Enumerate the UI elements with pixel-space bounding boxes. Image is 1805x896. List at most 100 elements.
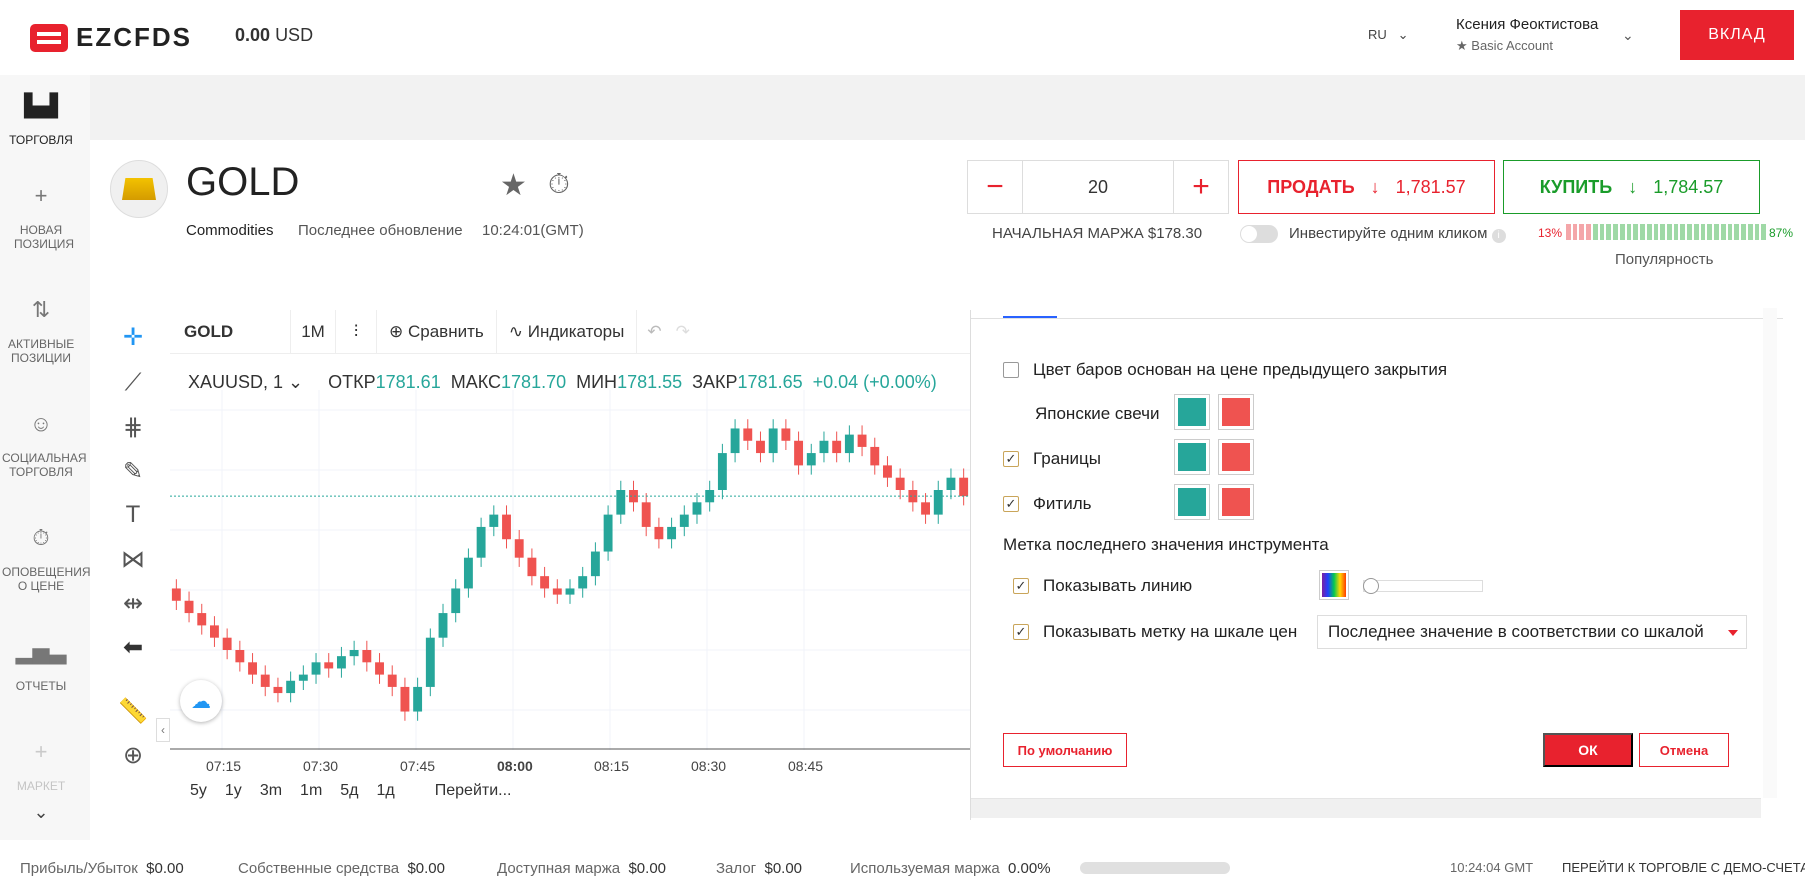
candles-down-color-swatch[interactable] [1218, 394, 1254, 430]
borders-label: Границы [1033, 449, 1101, 468]
arrows-updown-icon: ⇅ [31, 297, 51, 322]
chart-symbol[interactable]: GOLD [184, 321, 234, 341]
quantity-input[interactable]: 20 [1022, 161, 1174, 213]
line-color-palette[interactable] [1319, 570, 1349, 600]
tradingview-logo-icon[interactable]: ☁ [180, 680, 222, 722]
borders-checkbox[interactable]: ✓ [1003, 451, 1019, 467]
candle-body [679, 514, 689, 527]
buy-button[interactable]: КУПИТЬ ↓ 1,784.57 [1503, 160, 1760, 214]
time-tick-label: 08:00 [497, 758, 533, 774]
sidebar-item-new-position[interactable]: + НОВАЯ ПОЗИЦИЯ [0, 185, 82, 252]
range-5y[interactable]: 5y [190, 782, 207, 799]
brush-icon[interactable]: ✎ [122, 457, 144, 485]
info-icon[interactable]: i [1491, 228, 1506, 243]
text-tool-icon[interactable]: T [125, 501, 141, 528]
crosshair-icon[interactable]: ✛ [122, 323, 144, 351]
candle-body [806, 453, 816, 466]
interval-selector[interactable]: 1M [301, 321, 325, 341]
server-time: 10:24:04 GMT [1450, 860, 1534, 875]
cancel-button[interactable]: Отмена [1639, 733, 1729, 767]
sidebar-scroll-down-icon[interactable]: ⌄ [33, 802, 49, 822]
user-name[interactable]: Ксения Феоктистова [1456, 16, 1599, 33]
pitchfork-icon[interactable]: ⋕ [122, 413, 144, 441]
sell-button[interactable]: ПРОДАТЬ ↓ 1,781.57 [1238, 160, 1495, 214]
arrow-left-icon[interactable]: ⬅ [122, 633, 144, 661]
pattern-icon[interactable]: ⋈ [121, 545, 145, 573]
candlestick-chart[interactable] [170, 390, 970, 750]
show-line-checkbox[interactable]: ✓ [1013, 578, 1029, 594]
collapse-toolbar-icon[interactable]: ‹ [156, 718, 170, 742]
candles-up-color-swatch[interactable] [1174, 394, 1210, 430]
wick-down-color-swatch[interactable] [1218, 484, 1254, 520]
sidebar-item-social-trading[interactable]: ☺ СОЦИАЛЬНАЯ ТОРГОВЛЯ [0, 413, 87, 480]
redo-icon[interactable]: ↷ [675, 321, 690, 341]
language-selector[interactable]: RU ⌄ [1368, 27, 1409, 43]
horizontal-scrollbar[interactable] [971, 798, 1761, 818]
zoom-in-icon[interactable]: ⊕ [122, 741, 144, 769]
wick-up-color-swatch[interactable] [1174, 484, 1210, 520]
ok-button[interactable]: ОК [1543, 733, 1633, 767]
range-1d[interactable]: 1д [376, 782, 395, 799]
price-alert-stopwatch-icon[interactable]: ⏱ [548, 168, 570, 199]
sidebar-item-trading[interactable]: ▙▟ ТОРГОВЛЯ [0, 95, 82, 148]
label-mode-select[interactable]: Последнее значение в соответствии со шка… [1317, 615, 1747, 649]
borders-up-color-swatch[interactable] [1174, 439, 1210, 475]
slider-handle[interactable] [1363, 578, 1379, 594]
sidebar-item-price-alerts[interactable]: ⏱ ОПОВЕЩЕНИЯ О ЦЕНЕ [0, 527, 91, 594]
user-menu-chevron-icon[interactable]: ⌄ [1622, 27, 1634, 43]
candle-body [730, 428, 740, 454]
sidebar-item-label: ОПОВЕЩЕНИЯ О ЦЕНЕ [2, 565, 91, 593]
star-icon: ★ [1456, 38, 1468, 53]
line-width-slider[interactable] [1363, 580, 1483, 592]
sidebar-item-market[interactable]: + МАРКЕТ [0, 745, 82, 795]
candle-body [273, 686, 283, 694]
sell-price: 1,781.57 [1395, 176, 1466, 197]
goto-date-button[interactable]: Перейти... [434, 782, 512, 799]
favorite-star-icon[interactable]: ★ [500, 169, 527, 202]
show-price-label-checkbox[interactable]: ✓ [1013, 624, 1029, 640]
toolbar-divider [335, 309, 336, 354]
deposit-button[interactable]: ВКЛАД [1680, 10, 1794, 60]
compare-button[interactable]: ⊕ Сравнить [377, 322, 496, 342]
compare-label: Сравнить [407, 321, 484, 341]
time-tick-label: 07:30 [303, 758, 339, 774]
sidebar-item-active-positions[interactable]: ⇅ АКТИВНЫЕ ПОЗИЦИИ [0, 297, 82, 366]
sidebar-item-reports[interactable]: ▂▅▃ ОТЧЕТЫ [0, 641, 82, 694]
range-3m[interactable]: 3m [259, 782, 283, 799]
indicators-button[interactable]: ∿ Индикаторы [497, 322, 637, 342]
borders-down-color-swatch[interactable] [1218, 439, 1254, 475]
popularity-segment [1640, 224, 1645, 240]
brand-logo[interactable]: EZCFDS [30, 22, 192, 53]
one-click-toggle[interactable] [1240, 225, 1278, 243]
logo-text: EZCFDS [76, 22, 192, 52]
measure-icon[interactable]: ⇹ [122, 589, 144, 617]
account-type-label: Basic Account [1471, 38, 1553, 53]
bar-color-checkbox[interactable] [1003, 362, 1019, 378]
demo-account-link[interactable]: ПЕРЕЙТИ К ТОРГОВЛЕ С ДЕМО-СЧЕТА [1562, 860, 1805, 875]
tab-divider [971, 318, 1783, 319]
quantity-stepper: − 20 + [967, 160, 1229, 214]
candle-type-icon[interactable]: ⫶ [353, 321, 359, 341]
ohlc-symbol[interactable]: XAUUSD, 1 [188, 372, 284, 392]
swatch-fill [1222, 443, 1250, 471]
decrease-quantity-button[interactable]: − [986, 170, 1004, 203]
wick-checkbox[interactable]: ✓ [1003, 496, 1019, 512]
undo-icon[interactable]: ↶ [647, 321, 662, 341]
range-1y[interactable]: 1y [224, 782, 242, 799]
arrow-down-icon: ↓ [1370, 176, 1380, 197]
ruler-icon[interactable]: 📏 [118, 697, 148, 725]
candle-body [489, 514, 499, 527]
popularity-segment [1619, 224, 1625, 240]
show-line-label: Показывать линию [1043, 576, 1193, 595]
candle-body [578, 576, 588, 589]
vertical-scrollbar[interactable] [1763, 308, 1777, 798]
range-5d[interactable]: 5д [340, 782, 359, 799]
used-margin-bar [1080, 862, 1230, 874]
sidebar-item-label: СОЦИАЛЬНАЯ ТОРГОВЛЯ [2, 451, 87, 479]
range-1m[interactable]: 1m [300, 782, 323, 799]
increase-quantity-button[interactable]: + [1192, 170, 1210, 203]
reset-default-button[interactable]: По умолчанию [1003, 733, 1127, 767]
sidebar-item-label: ТОРГОВЛЯ [9, 133, 73, 147]
trend-line-icon[interactable]: ⟋ [124, 369, 142, 396]
candle-body [629, 490, 638, 503]
